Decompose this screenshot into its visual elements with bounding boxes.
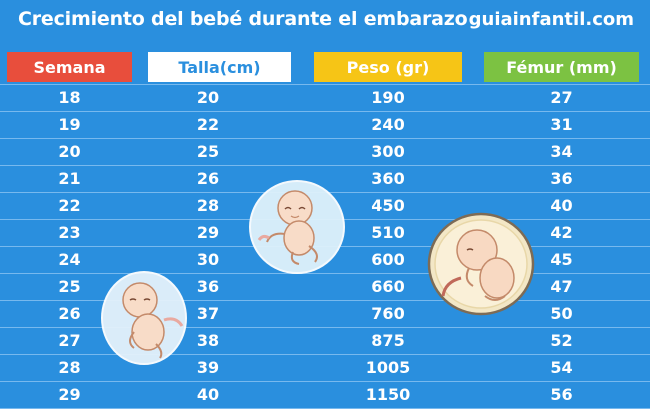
- cell-peso: 600: [371, 250, 405, 269]
- cell-talla: 28: [196, 196, 220, 215]
- fetus-in-bubble-icon: [427, 212, 535, 316]
- cell-femur: 50: [550, 304, 573, 323]
- cell-semana: 25: [58, 277, 81, 296]
- cell-femur: 36: [550, 169, 573, 188]
- cell-talla: 20: [196, 88, 220, 107]
- cell-semana: 26: [58, 304, 81, 323]
- cell-semana: 18: [58, 88, 81, 107]
- cell-semana: 28: [58, 358, 81, 377]
- table-row: 20 25 300 34: [0, 139, 650, 166]
- cell-talla: 26: [196, 169, 220, 188]
- cell-semana: 21: [58, 169, 81, 188]
- cell-femur: 47: [550, 277, 573, 296]
- cell-peso: 1150: [365, 385, 411, 404]
- brand-logo[interactable]: guiainfantil.com: [468, 9, 634, 30]
- column-header-peso: Peso (gr): [314, 52, 462, 82]
- cell-talla: 36: [196, 277, 220, 296]
- column-header-semana: Semana: [7, 52, 132, 82]
- cell-semana: 22: [58, 196, 81, 215]
- table-row: 28 39 1005 54: [0, 355, 650, 382]
- data-table: 18 20 190 27 19 22 240 31 20 25 300 34 21 26 360 36 22 28…: [0, 84, 650, 409]
- fetus-in-bubble-icon: [101, 271, 187, 365]
- cell-talla: 37: [196, 304, 220, 323]
- cell-semana: 20: [58, 142, 81, 161]
- cell-talla: 39: [196, 358, 220, 377]
- cell-talla: 22: [196, 115, 220, 134]
- cell-peso: 240: [371, 115, 405, 134]
- cell-semana: 23: [58, 223, 81, 242]
- cell-femur: 31: [550, 115, 573, 134]
- table-row: 26 37 760 50: [0, 301, 650, 328]
- cell-peso: 450: [371, 196, 405, 215]
- growth-chart-page: Crecimiento del bebé durante el embarazo…: [0, 8, 650, 409]
- cell-femur: 54: [550, 358, 573, 377]
- cell-peso: 660: [371, 277, 405, 296]
- cell-semana: 19: [58, 115, 81, 134]
- cell-peso: 190: [371, 88, 405, 107]
- table-row: 25 36 660 47: [0, 274, 650, 301]
- column-header-femur: Fémur (mm): [484, 52, 639, 82]
- cell-femur: 45: [550, 250, 573, 269]
- cell-semana: 29: [58, 385, 81, 404]
- cell-femur: 40: [550, 196, 573, 215]
- cell-peso: 1005: [365, 358, 411, 377]
- cell-peso: 360: [371, 169, 405, 188]
- cell-femur: 56: [550, 385, 573, 404]
- cell-semana: 27: [58, 331, 81, 350]
- page-title: Crecimiento del bebé durante el embarazo: [18, 8, 468, 30]
- cell-talla: 38: [196, 331, 220, 350]
- cell-talla: 40: [196, 385, 220, 404]
- cell-femur: 42: [550, 223, 573, 242]
- cell-peso: 510: [371, 223, 405, 242]
- cell-talla: 29: [196, 223, 220, 242]
- table-row: 19 22 240 31: [0, 112, 650, 139]
- column-header-talla: Talla(cm): [148, 52, 291, 82]
- cell-femur: 34: [550, 142, 573, 161]
- cell-femur: 27: [550, 88, 573, 107]
- cell-femur: 52: [550, 331, 573, 350]
- table-row: 18 20 190 27: [0, 84, 650, 112]
- cell-peso: 875: [371, 331, 405, 350]
- cell-peso: 300: [371, 142, 405, 161]
- cell-talla: 30: [196, 250, 220, 269]
- table-row: 27 38 875 52: [0, 328, 650, 355]
- fetus-in-bubble-icon: [249, 180, 345, 274]
- cell-talla: 25: [196, 142, 220, 161]
- table-row: 29 40 1150 56: [0, 382, 650, 409]
- cell-peso: 760: [371, 304, 405, 323]
- cell-semana: 24: [58, 250, 81, 269]
- table-row: 24 30 600 45: [0, 247, 650, 274]
